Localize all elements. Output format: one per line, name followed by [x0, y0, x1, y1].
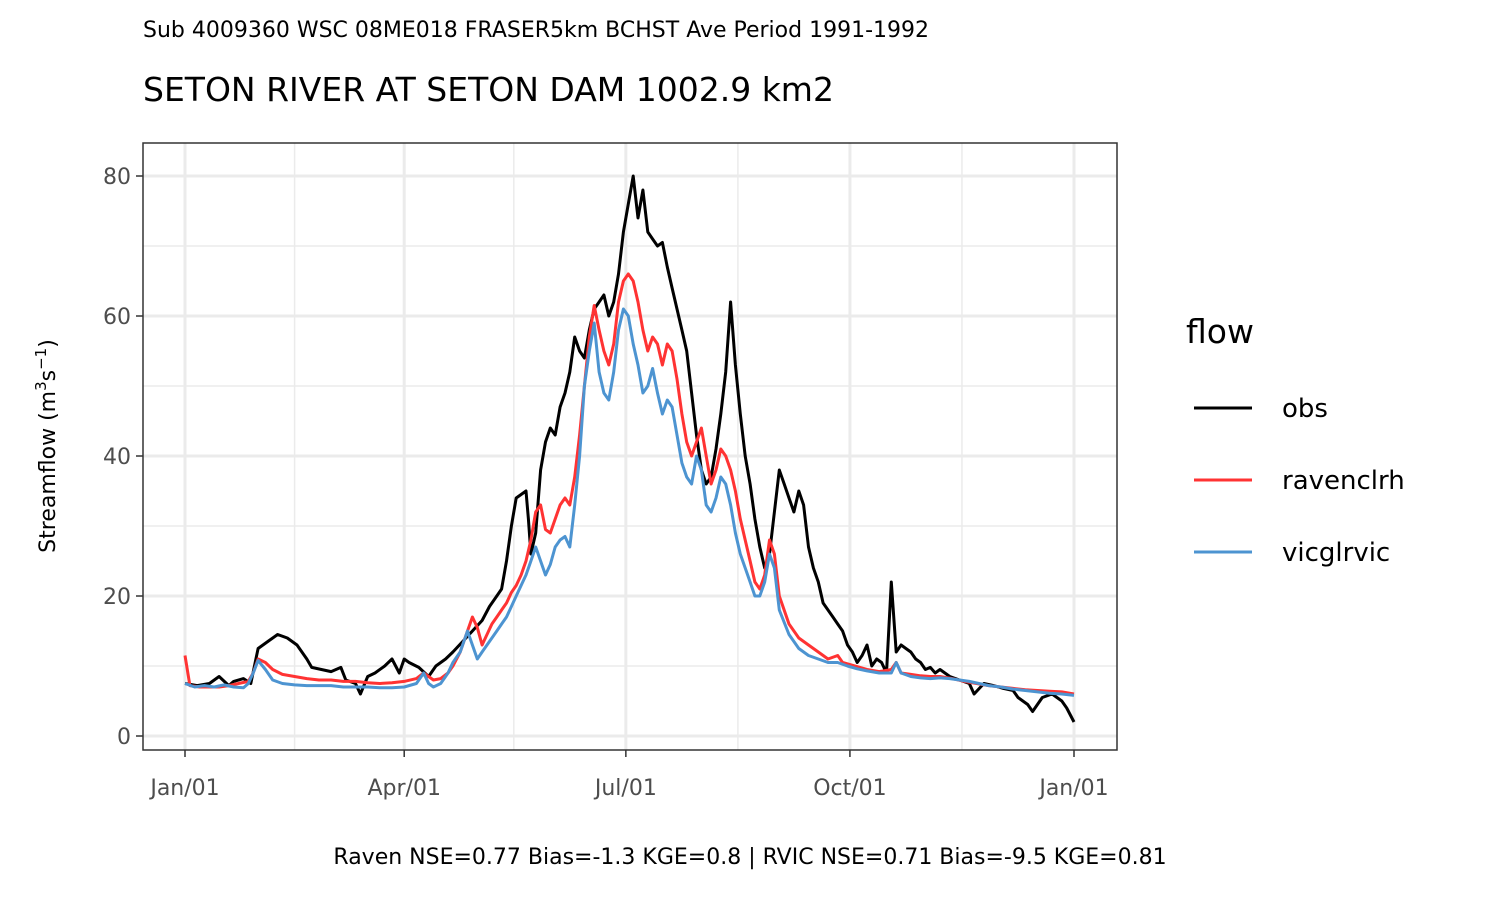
x-tick-label: Oct/01: [813, 776, 886, 801]
axis-tick-labels: 0 20 40 60 80 Jan/01 Apr/01 Jul/01 Oct/01 Jan/01: [103, 165, 1109, 801]
x-tick-label: Jul/01: [593, 776, 657, 801]
legend: flow obs ravenclrh vicglrvic: [1186, 312, 1405, 568]
series-line-ravenclrh: [183, 272, 1075, 696]
y-axis-title: Streamflow (m3s−1): [32, 339, 61, 553]
model-metrics-caption: Raven NSE=0.77 Bias=-1.3 KGE=0.8 | RVIC …: [333, 845, 1167, 870]
y-tick-label: 40: [103, 445, 131, 470]
legend-title: flow: [1186, 312, 1254, 351]
chart-title: SETON RIVER AT SETON DAM 1002.9 km2: [143, 70, 834, 109]
plot-area: [143, 143, 1117, 750]
y-axis-title-mid: s: [36, 370, 61, 381]
plot-border: [142, 142, 1118, 751]
minor-gridlines: [143, 143, 1117, 750]
series-line-obs: [184, 174, 1076, 723]
y-axis-title-end: ): [36, 339, 61, 348]
x-tick-label: Jan/01: [1037, 776, 1108, 801]
legend-label-ravenclrh: ravenclrh: [1282, 466, 1405, 496]
series-line-vicglrvic: [184, 307, 1075, 697]
x-tick-label: Jan/01: [148, 776, 219, 801]
legend-label-obs: obs: [1282, 394, 1328, 424]
series-lines: [183, 174, 1076, 723]
y-tick-label: 80: [103, 165, 131, 190]
legend-label-vicglrvic: vicglrvic: [1282, 538, 1390, 568]
plot-frame: [142, 142, 1118, 751]
axis-ticks: [136, 175, 1075, 757]
x-tick-label: Apr/01: [367, 776, 440, 801]
y-axis-title-sup1: 3: [32, 381, 50, 391]
plot-background: [143, 143, 1117, 750]
chart-subtitle: Sub 4009360 WSC 08ME018 FRASER5km BCHST …: [143, 18, 930, 43]
y-axis-title-sup2: −1: [32, 348, 50, 370]
y-tick-label: 0: [117, 725, 131, 750]
y-axis-title-base: Streamflow (m: [36, 391, 61, 553]
y-tick-label: 60: [103, 305, 131, 330]
y-tick-label: 20: [103, 585, 131, 610]
